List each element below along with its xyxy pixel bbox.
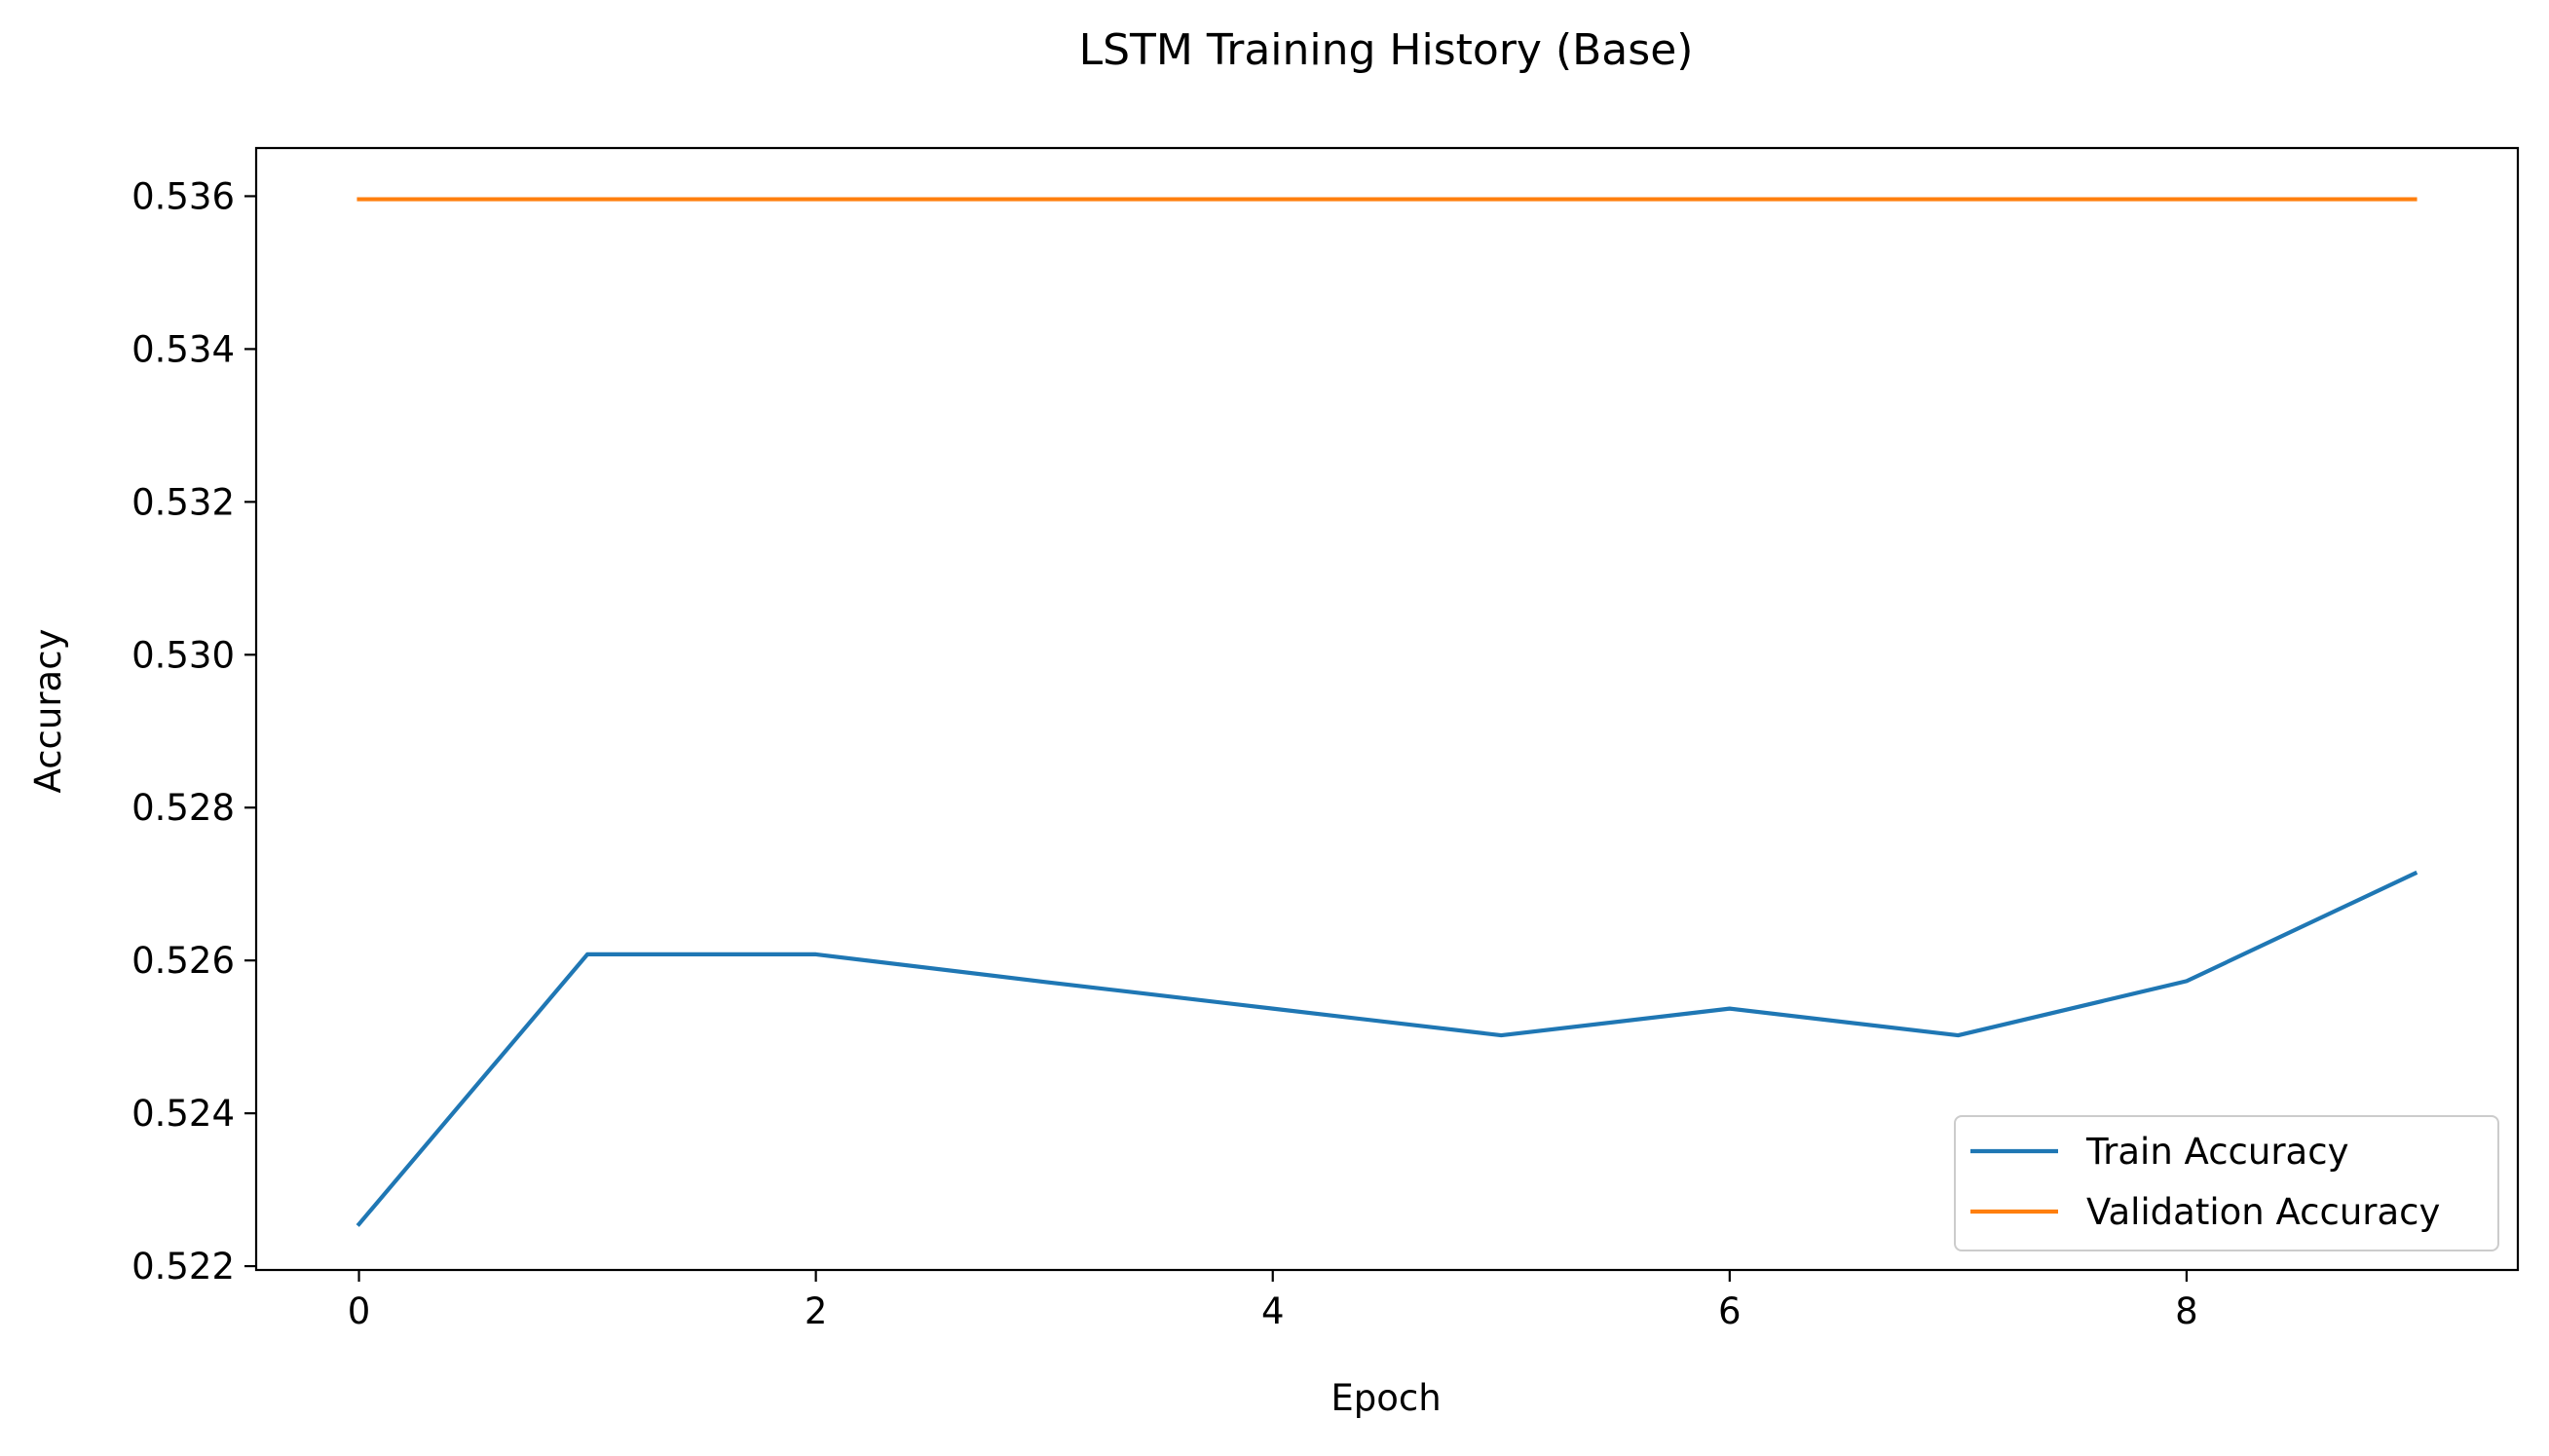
y-tick-label: 0.524 <box>131 1093 235 1135</box>
series-line-train-accuracy <box>356 870 2418 1227</box>
x-axis-label: Epoch <box>1331 1377 1441 1419</box>
y-tick-label: 0.532 <box>131 481 235 523</box>
y-tick-label: 0.528 <box>131 787 235 829</box>
legend-label: Train Accuracy <box>2085 1131 2348 1173</box>
legend: Train Accuracy Validation Accuracy <box>1954 1115 2499 1251</box>
plot-area: 0 2 4 6 8 0.522 0.524 0.526 0.528 0.530 0.532 0.534… <box>131 146 2520 1332</box>
x-tick-label: 0 <box>348 1290 371 1332</box>
legend-label: Validation Accuracy <box>2086 1191 2440 1233</box>
y-tick-label: 0.526 <box>131 940 235 982</box>
plot-background <box>256 148 2518 1270</box>
y-tick-label: 0.536 <box>131 175 235 217</box>
chart-title: LSTM Training History (Base) <box>1079 25 1694 75</box>
x-tick-label: 2 <box>805 1290 828 1332</box>
x-tick-label: 6 <box>1718 1290 1742 1332</box>
legend-box <box>1954 1115 2499 1251</box>
y-tick-label: 0.522 <box>131 1246 235 1288</box>
y-tick-label: 0.530 <box>131 634 235 676</box>
y-tick-label: 0.534 <box>131 328 235 370</box>
axes-frame <box>254 146 2520 1272</box>
x-tick-label: 8 <box>2175 1290 2198 1332</box>
x-tick-label: 4 <box>1261 1290 1285 1332</box>
y-axis-label: Accuracy <box>27 629 69 794</box>
